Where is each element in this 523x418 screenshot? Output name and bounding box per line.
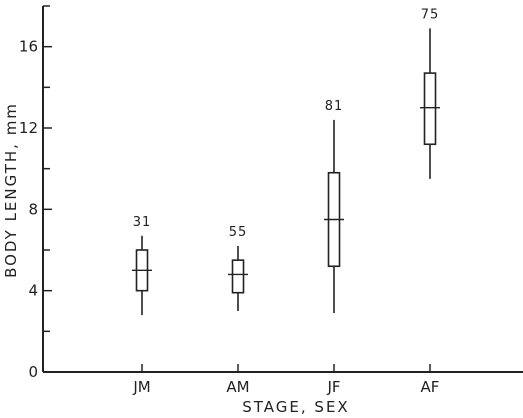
y-tick-label: 0 <box>28 363 38 381</box>
y-tick-label: 8 <box>28 200 38 218</box>
x-tick-label: JM <box>132 378 150 396</box>
box-jf: 81 <box>324 99 344 314</box>
boxes: 31 55 81 75 <box>132 7 440 316</box>
y-axis-title: BODY LENGTH, mm <box>2 102 20 278</box>
y-tick-label: 4 <box>28 282 38 300</box>
y-tick-label: 12 <box>19 119 38 137</box>
axes <box>42 6 523 373</box>
x-axis-title: STAGE, SEX <box>242 398 349 416</box>
x-tick-label: JF <box>326 378 340 396</box>
box-jm: 31 <box>132 215 152 316</box>
box-rect <box>231 259 245 294</box>
sample-size-label: 75 <box>421 7 440 22</box>
x-tick-label: AF <box>421 378 440 396</box>
y-ticks: 0 4 8 12 16 <box>19 5 52 381</box>
sample-size-label: 31 <box>133 215 152 230</box>
box-am: 55 <box>228 225 248 311</box>
x-tick-label: AM <box>226 378 249 396</box>
y-tick-label: 16 <box>19 38 38 56</box>
box-rect <box>423 72 437 146</box>
sample-size-label: 81 <box>325 99 344 114</box>
box-af: 75 <box>420 7 440 179</box>
x-ticks: JM AM JF AF <box>132 364 439 396</box>
sample-size-label: 55 <box>229 225 248 240</box>
